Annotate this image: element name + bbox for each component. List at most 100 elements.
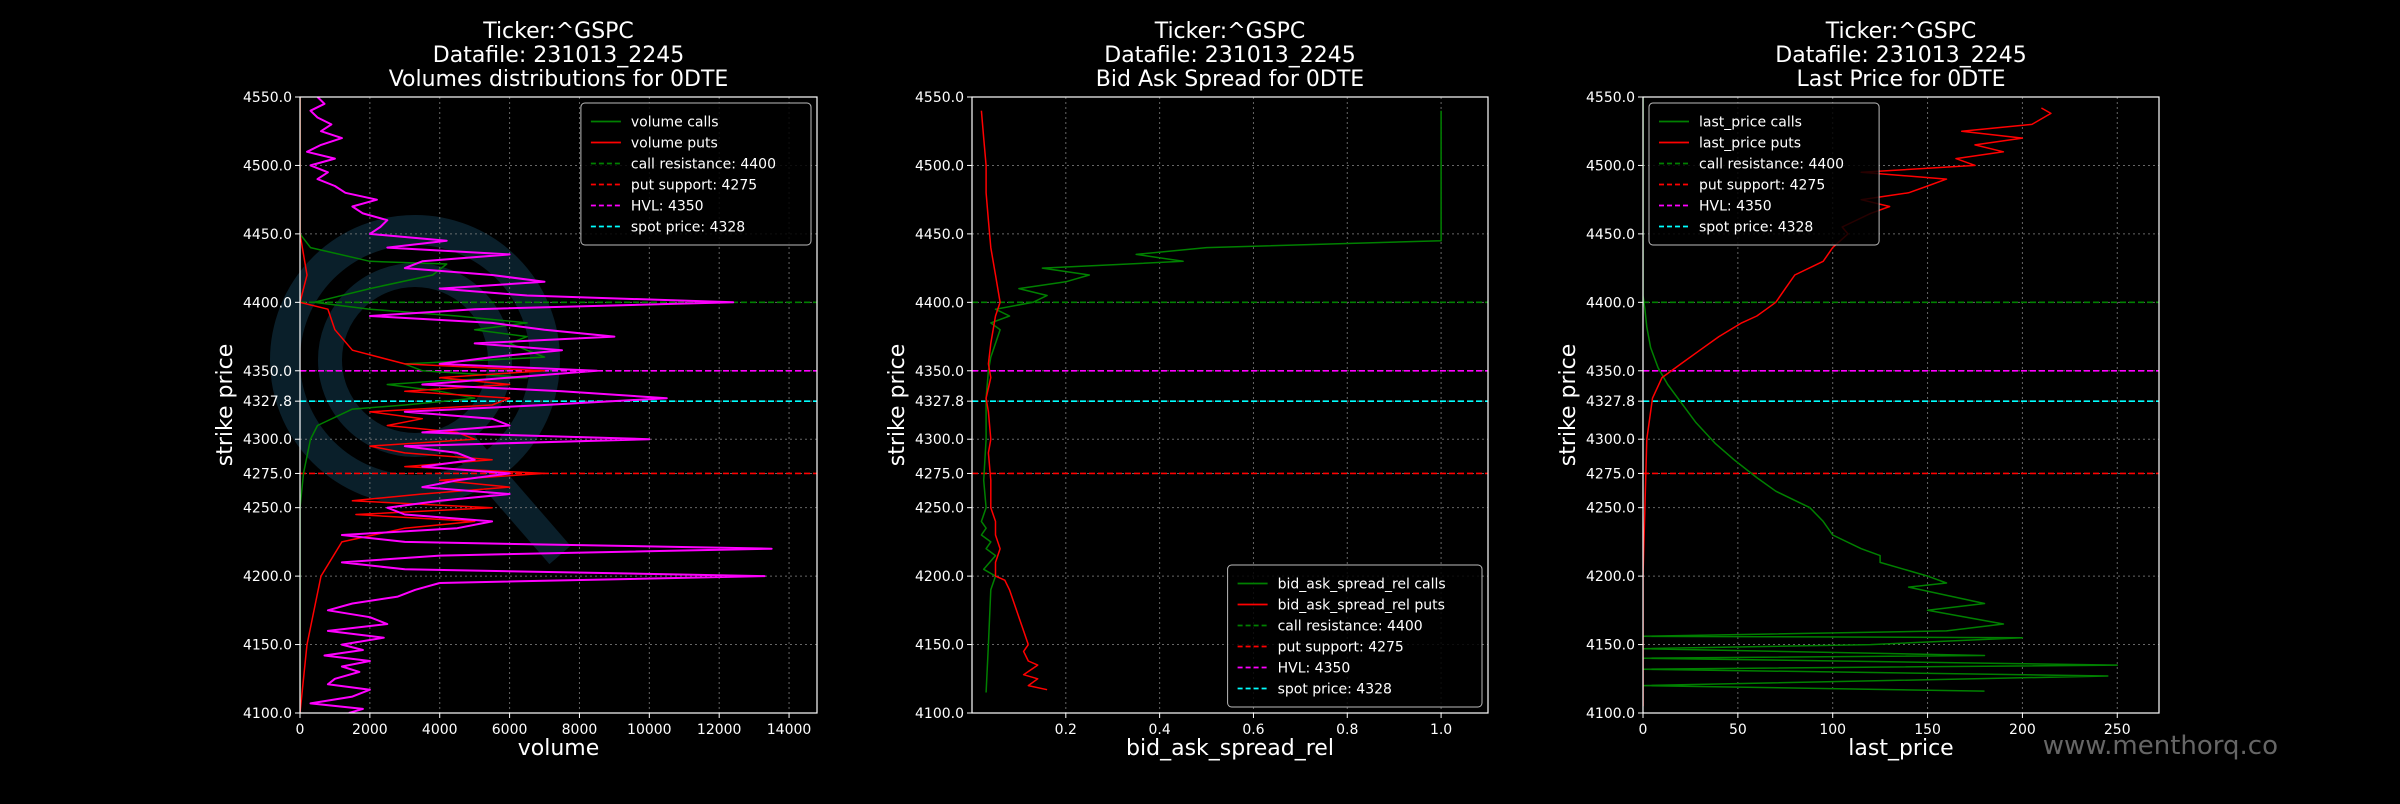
y-tick-label: 4350.0 xyxy=(243,364,292,380)
chart-title-line: Datafile: 231013_2245 xyxy=(1775,43,2026,68)
series xyxy=(980,110,1442,693)
legend-entry-label: volume puts xyxy=(631,136,718,152)
y-tick-label: 4250.0 xyxy=(1586,501,1635,517)
chart-title-line: Bid Ask Spread for 0DTE xyxy=(1096,67,1364,92)
legend-entry-label: put support: 4275 xyxy=(631,178,757,194)
legend: last_price calls last_price puts call resi… xyxy=(1648,102,1880,246)
legend-entry-label: call resistance: 4400 xyxy=(1699,157,1844,173)
y-tick-label: 4200.0 xyxy=(915,569,964,585)
legend-entry-label: spot price: 4328 xyxy=(631,220,745,236)
x-tick-label: 250 xyxy=(2104,722,2131,738)
legend-entry-label: HVL: 4350 xyxy=(1699,199,1772,215)
chart-title-line: Datafile: 231013_2245 xyxy=(433,43,684,68)
y-tick-label: 4150.0 xyxy=(1586,638,1635,654)
y-tick-label: 4200.0 xyxy=(1586,569,1635,585)
y-tick-label: 4327.8 xyxy=(915,394,964,410)
axes-frame xyxy=(299,96,818,714)
y-axis-label: strike price xyxy=(1556,344,1581,466)
y-tick-label: 4327.8 xyxy=(1586,394,1635,410)
x-tick-label: 12000 xyxy=(697,722,742,738)
x-tick-label: 0.2 xyxy=(1055,722,1077,738)
legend-entry-label: put support: 4275 xyxy=(1278,640,1404,656)
legend-box xyxy=(1648,102,1880,246)
ticks: 0 50 100 150 200 250 4100.0 4150.0 4200.0 4250.0 4… xyxy=(1586,90,2131,738)
reference-lines xyxy=(972,301,1488,475)
reference-lines xyxy=(1643,301,2159,475)
x-tick-label: 0 xyxy=(1639,722,1648,738)
series xyxy=(300,97,773,713)
x-tick-label: 8000 xyxy=(562,722,598,738)
y-tick-label: 4250.0 xyxy=(243,501,292,517)
y-tick-label: 4500.0 xyxy=(915,158,964,174)
y-tick-label: 4300.0 xyxy=(915,432,964,448)
y-axis-label: strike price xyxy=(885,344,910,466)
legend: volume calls volume puts call resistance: … xyxy=(580,102,812,246)
y-tick-label: 4100.0 xyxy=(243,706,292,722)
y-tick-label: 4275.0 xyxy=(915,466,964,482)
y-tick-label: 4100.0 xyxy=(1586,706,1635,722)
y-tick-label: 4350.0 xyxy=(1586,364,1635,380)
legend-entry-label: last_price calls xyxy=(1699,115,1802,131)
x-tick-label: 0.6 xyxy=(1242,722,1264,738)
axes-frame xyxy=(1642,96,2160,714)
legend-entry-label: last_price puts xyxy=(1699,136,1801,152)
logo-ring-outer xyxy=(270,215,560,505)
y-tick-label: 4450.0 xyxy=(915,227,964,243)
x-tick-label: 0 xyxy=(296,722,305,738)
legend: bid_ask_spread_rel calls bid_ask_spread_r… xyxy=(1227,564,1483,708)
series-line-bid-ask-spread-rel-puts-1 xyxy=(980,110,1048,691)
y-tick-label: 4350.0 xyxy=(915,364,964,380)
x-axis-label: volume xyxy=(518,736,600,761)
y-tick-label: 4550.0 xyxy=(243,90,292,106)
y-tick-label: 4300.0 xyxy=(1586,432,1635,448)
y-tick-label: 4400.0 xyxy=(915,295,964,311)
y-tick-label: 4100.0 xyxy=(915,706,964,722)
x-tick-label: 14000 xyxy=(767,722,812,738)
y-tick-label: 4327.8 xyxy=(243,394,292,410)
x-tick-label: 150 xyxy=(1914,722,1941,738)
ticks: 0.2 0.4 0.6 0.8 1.0 4100.0 4150.0 4200.0 4250.0 4… xyxy=(915,90,1452,738)
x-axis-label: bid_ask_spread_rel xyxy=(1126,736,1334,761)
chart-title-line: Ticker:^GSPC xyxy=(1154,19,1306,44)
legend-entry-label: put support: 4275 xyxy=(1699,178,1825,194)
y-axis-label: strike price xyxy=(213,344,238,466)
y-tick-label: 4150.0 xyxy=(915,638,964,654)
chart-title-line: Datafile: 231013_2245 xyxy=(1104,43,1355,68)
chart-title-line: Ticker:^GSPC xyxy=(1825,19,1977,44)
legend-entry-label: HVL: 4350 xyxy=(631,199,704,215)
y-tick-label: 4400.0 xyxy=(1586,295,1635,311)
legend-entry-label: call resistance: 4400 xyxy=(1278,619,1423,635)
y-tick-label: 4150.0 xyxy=(243,638,292,654)
y-tick-label: 4500.0 xyxy=(1586,158,1635,174)
y-tick-label: 4250.0 xyxy=(915,501,964,517)
x-tick-label: 10000 xyxy=(627,722,672,738)
x-tick-label: 6000 xyxy=(492,722,528,738)
y-tick-label: 4500.0 xyxy=(243,158,292,174)
x-tick-label: 50 xyxy=(1729,722,1747,738)
x-tick-label: 200 xyxy=(2009,722,2036,738)
y-tick-label: 4550.0 xyxy=(915,90,964,106)
chart-title-line: Last Price for 0DTE xyxy=(1797,67,2006,92)
axes-frame xyxy=(971,96,1489,714)
y-tick-label: 4200.0 xyxy=(243,569,292,585)
y-tick-label: 4275.0 xyxy=(243,466,292,482)
y-tick-label: 4275.0 xyxy=(1586,466,1635,482)
y-tick-label: 4400.0 xyxy=(243,295,292,311)
chart-title-line: Ticker:^GSPC xyxy=(482,19,634,44)
x-tick-label: 0.8 xyxy=(1336,722,1358,738)
legend-entry-label: bid_ask_spread_rel puts xyxy=(1278,598,1445,614)
chart-1: 0 2000 4000 6000 8000 10000 12000 14000 4100.0 41… xyxy=(213,19,818,761)
y-tick-label: 4450.0 xyxy=(243,227,292,243)
series-line-volume-puts-1 xyxy=(300,97,546,713)
series-line-volume-calls-0 xyxy=(300,97,546,713)
ticks: 0 2000 4000 6000 8000 10000 12000 14000 4100.0 41… xyxy=(243,90,811,738)
series-line-last-price-calls-0 xyxy=(1643,97,2119,692)
y-tick-label: 4300.0 xyxy=(243,432,292,448)
chart-3: 0 50 100 150 200 250 4100.0 4150.0 4200.0 4250.0 4… xyxy=(1556,19,2160,761)
x-tick-label: 0.4 xyxy=(1149,722,1171,738)
y-tick-label: 4450.0 xyxy=(1586,227,1635,243)
legend-box xyxy=(580,102,812,246)
legend-entry-label: bid_ask_spread_rel calls xyxy=(1278,577,1446,593)
watermark-text: www.menthorq.co xyxy=(2043,731,2278,761)
